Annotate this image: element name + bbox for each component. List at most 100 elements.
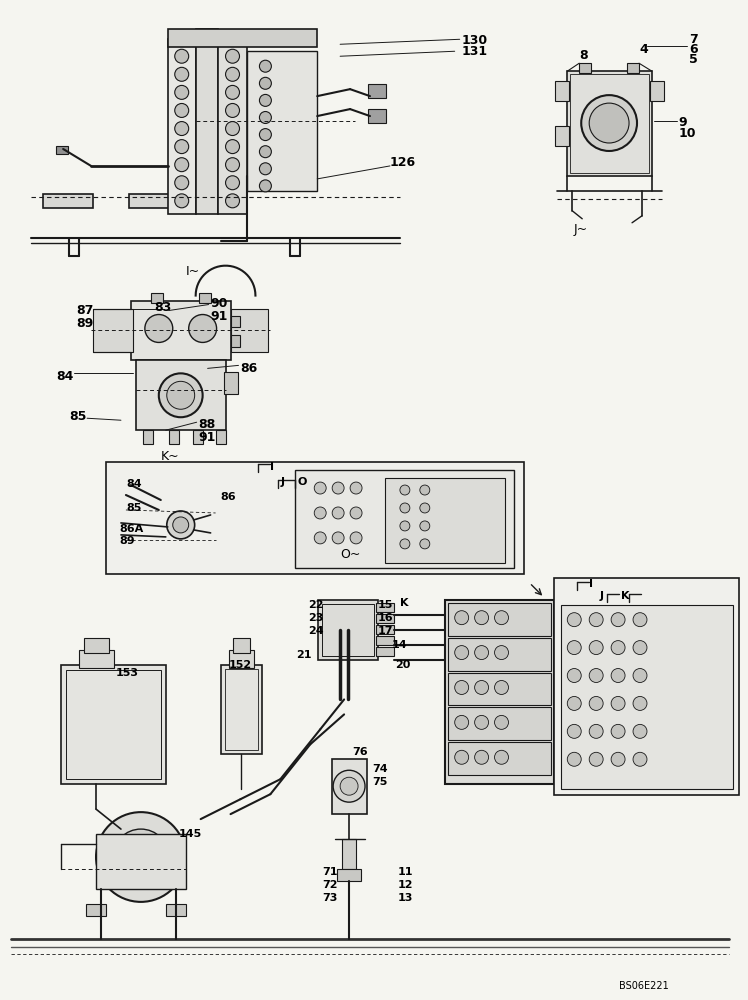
Bar bbox=[567, 71, 652, 176]
Circle shape bbox=[611, 613, 625, 627]
Bar bbox=[332, 759, 367, 814]
Circle shape bbox=[420, 539, 430, 549]
Text: 17: 17 bbox=[378, 626, 393, 636]
Text: 6: 6 bbox=[689, 43, 697, 56]
Circle shape bbox=[420, 521, 430, 531]
Circle shape bbox=[589, 696, 603, 710]
Circle shape bbox=[589, 752, 603, 766]
Bar bbox=[169, 430, 179, 444]
Text: BS06E221: BS06E221 bbox=[619, 981, 669, 991]
Bar bbox=[561, 605, 732, 789]
Text: 15: 15 bbox=[378, 600, 393, 610]
Circle shape bbox=[455, 715, 469, 729]
Bar bbox=[448, 673, 551, 705]
Text: 13: 13 bbox=[398, 893, 414, 903]
Bar bbox=[168, 29, 317, 47]
Text: 89: 89 bbox=[119, 536, 135, 546]
Text: 85: 85 bbox=[126, 503, 141, 513]
Circle shape bbox=[260, 163, 272, 175]
Bar bbox=[79, 650, 114, 668]
Circle shape bbox=[567, 752, 581, 766]
Text: K: K bbox=[400, 598, 408, 608]
Circle shape bbox=[567, 641, 581, 655]
Bar bbox=[448, 603, 551, 636]
Circle shape bbox=[475, 611, 488, 625]
Bar bbox=[230, 316, 241, 327]
Text: 11: 11 bbox=[398, 867, 414, 877]
Text: 20: 20 bbox=[395, 660, 411, 670]
Text: 131: 131 bbox=[462, 45, 488, 58]
Bar bbox=[248, 51, 317, 191]
Circle shape bbox=[226, 194, 239, 208]
Circle shape bbox=[633, 641, 647, 655]
Circle shape bbox=[455, 680, 469, 694]
Circle shape bbox=[226, 176, 239, 190]
Circle shape bbox=[567, 669, 581, 682]
Text: J: J bbox=[599, 591, 603, 601]
Circle shape bbox=[260, 180, 272, 192]
Text: 86: 86 bbox=[241, 362, 258, 375]
Circle shape bbox=[350, 532, 362, 544]
Text: O~: O~ bbox=[340, 548, 361, 561]
Bar bbox=[61, 665, 166, 784]
Text: 72: 72 bbox=[322, 880, 337, 890]
Bar bbox=[196, 29, 218, 214]
Text: 84: 84 bbox=[56, 370, 73, 383]
Bar bbox=[215, 430, 226, 444]
Circle shape bbox=[494, 715, 509, 729]
Circle shape bbox=[188, 315, 217, 342]
Text: 24: 24 bbox=[308, 626, 324, 636]
Bar bbox=[136, 360, 226, 430]
Circle shape bbox=[332, 482, 344, 494]
Bar bbox=[342, 839, 356, 869]
Circle shape bbox=[420, 485, 430, 495]
Circle shape bbox=[113, 829, 169, 885]
Bar bbox=[86, 904, 106, 916]
Circle shape bbox=[159, 373, 203, 417]
Circle shape bbox=[167, 511, 194, 539]
Text: I~: I~ bbox=[186, 265, 200, 278]
Circle shape bbox=[314, 482, 326, 494]
Circle shape bbox=[400, 503, 410, 513]
Circle shape bbox=[400, 539, 410, 549]
Bar bbox=[56, 146, 68, 154]
Text: I: I bbox=[270, 462, 275, 472]
Circle shape bbox=[455, 611, 469, 625]
Bar bbox=[554, 578, 738, 795]
Text: 23: 23 bbox=[308, 613, 324, 623]
Bar bbox=[166, 904, 186, 916]
Bar bbox=[448, 742, 551, 775]
Bar bbox=[43, 194, 93, 208]
Text: J: J bbox=[280, 477, 284, 487]
Circle shape bbox=[260, 146, 272, 158]
Text: 130: 130 bbox=[462, 34, 488, 47]
Circle shape bbox=[581, 95, 637, 151]
Circle shape bbox=[175, 194, 188, 208]
Bar bbox=[143, 430, 153, 444]
Bar bbox=[131, 301, 230, 360]
Text: 10: 10 bbox=[679, 127, 696, 140]
Text: 73: 73 bbox=[322, 893, 337, 903]
Bar bbox=[376, 647, 394, 656]
Text: 87: 87 bbox=[76, 304, 94, 317]
Bar bbox=[84, 638, 109, 653]
Circle shape bbox=[226, 122, 239, 136]
Circle shape bbox=[260, 94, 272, 106]
Circle shape bbox=[260, 112, 272, 123]
Circle shape bbox=[589, 613, 603, 627]
Bar bbox=[376, 614, 394, 623]
Bar bbox=[221, 665, 263, 754]
Bar bbox=[295, 470, 515, 568]
Circle shape bbox=[633, 696, 647, 710]
Circle shape bbox=[226, 49, 239, 63]
Circle shape bbox=[173, 517, 188, 533]
Circle shape bbox=[314, 532, 326, 544]
Text: 126: 126 bbox=[390, 156, 416, 169]
Circle shape bbox=[494, 680, 509, 694]
Circle shape bbox=[455, 750, 469, 764]
Circle shape bbox=[633, 724, 647, 738]
Text: 12: 12 bbox=[398, 880, 414, 890]
Circle shape bbox=[145, 315, 173, 342]
Bar bbox=[218, 39, 248, 214]
Bar bbox=[322, 604, 374, 656]
